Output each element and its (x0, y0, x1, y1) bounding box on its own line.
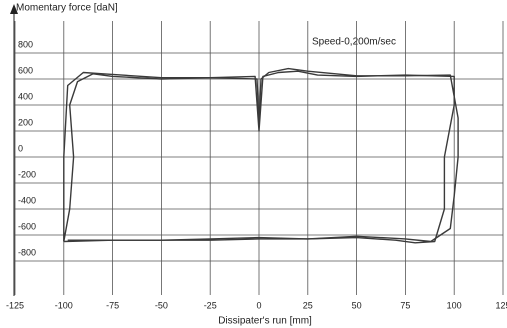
x-tick-label: 75 (400, 300, 410, 310)
y-tick-label: -400 (18, 195, 36, 205)
y-tick-label: 400 (18, 91, 33, 101)
annotation: Speed-0,200m/sec (312, 37, 396, 48)
x-tick-label: -25 (204, 300, 217, 310)
loop-line (63, 67, 459, 243)
x-tick-label: 0 (256, 300, 261, 310)
x-tick-label: -50 (155, 300, 168, 310)
y-axis-title: Momentary force [daN] (16, 3, 118, 14)
y-tick-label: 800 (18, 39, 33, 49)
y-tick-label: 200 (18, 117, 33, 127)
x-axis-title: Dissipater's run [mm] (218, 316, 312, 327)
x-tick-label: 50 (352, 300, 362, 310)
y-tick-label: 600 (18, 65, 33, 75)
x-tick-label: -100 (55, 300, 73, 310)
y-tick-label: -800 (18, 247, 36, 257)
x-tick-label: 25 (303, 300, 313, 310)
y-tick-label: -200 (18, 169, 36, 179)
x-tick-label: -125 (6, 300, 24, 310)
x-tick-label: -75 (106, 300, 119, 310)
x-tick-label: 125 (495, 300, 507, 310)
y-axis-arrow (10, 4, 18, 14)
y-tick-label: 0 (18, 143, 23, 153)
x-tick-label: 100 (447, 300, 462, 310)
y-tick-label: -600 (18, 221, 36, 231)
